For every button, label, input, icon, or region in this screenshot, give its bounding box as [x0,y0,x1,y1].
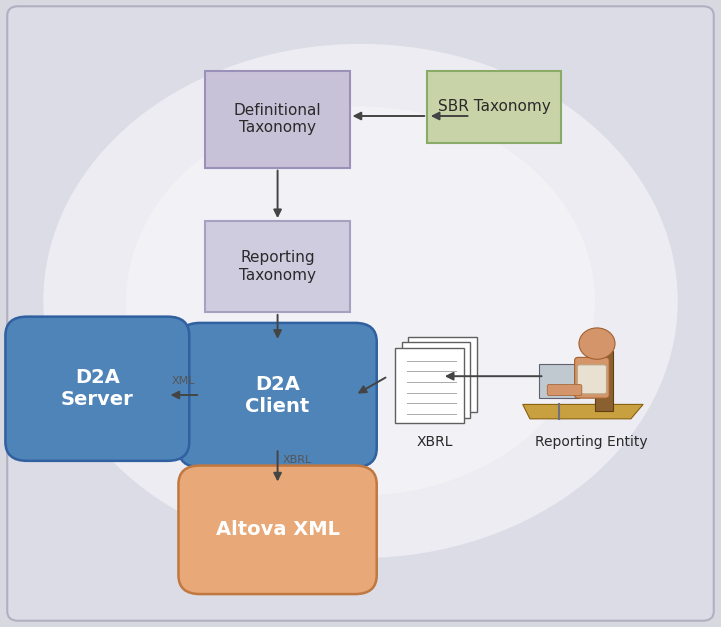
Text: SBR Taxonomy: SBR Taxonomy [438,99,550,114]
Text: Altova XML: Altova XML [216,520,340,539]
FancyBboxPatch shape [395,348,464,423]
Text: Reporting
Taxonomy: Reporting Taxonomy [239,250,316,283]
FancyBboxPatch shape [179,465,377,594]
Ellipse shape [43,44,678,558]
FancyBboxPatch shape [539,364,579,398]
FancyBboxPatch shape [179,323,377,467]
FancyBboxPatch shape [595,351,613,411]
Ellipse shape [126,107,595,495]
Text: D2A
Server: D2A Server [61,368,133,409]
FancyBboxPatch shape [7,6,714,621]
FancyBboxPatch shape [6,317,189,461]
Text: XBRL: XBRL [417,435,453,449]
Circle shape [579,328,615,359]
Polygon shape [523,404,643,419]
FancyBboxPatch shape [578,365,606,394]
FancyBboxPatch shape [408,337,477,412]
FancyBboxPatch shape [205,70,350,167]
Text: Definitional
Taxonomy: Definitional Taxonomy [234,103,322,135]
FancyBboxPatch shape [205,221,350,312]
FancyBboxPatch shape [402,342,470,418]
FancyBboxPatch shape [547,384,582,396]
Text: XML: XML [172,376,195,386]
Text: D2A
Client: D2A Client [245,374,310,416]
FancyBboxPatch shape [427,71,561,143]
Text: XBRL: XBRL [283,455,312,465]
Text: Reporting Entity: Reporting Entity [535,435,647,449]
FancyBboxPatch shape [575,357,609,398]
